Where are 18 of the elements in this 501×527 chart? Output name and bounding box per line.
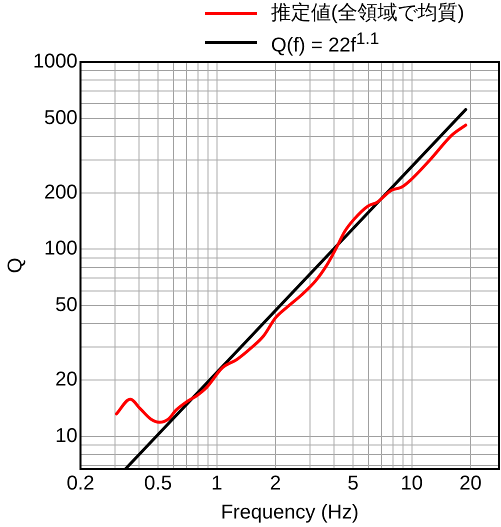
y-tick-label: 50 <box>55 294 78 316</box>
legend-label: Q(f) = 22f$^{1.1}$ <box>271 28 380 59</box>
x-tick-label: 1 <box>211 472 222 495</box>
x-tick-label: 2 <box>270 472 282 495</box>
y-tick-label: 10 <box>55 424 78 447</box>
x-tick-label: 5 <box>348 472 359 495</box>
legend-label: 推定値(全領域で均質) <box>271 1 464 26</box>
y-tick-label: 1000 <box>32 50 78 73</box>
x-axis-title: Frequency (Hz) <box>220 502 359 524</box>
y-tick-label: 20 <box>55 368 78 391</box>
x-tick-label: 0.2 <box>66 472 94 495</box>
y-tick-label: 500 <box>44 106 78 129</box>
y-tick-label: 200 <box>44 181 78 204</box>
x-tick-label: 20 <box>459 472 482 495</box>
x-tick-label: 10 <box>400 472 423 495</box>
x-tick-label: 0.5 <box>144 472 172 495</box>
y-axis-title: Q <box>4 258 27 274</box>
y-tick-label: 100 <box>44 238 78 260</box>
